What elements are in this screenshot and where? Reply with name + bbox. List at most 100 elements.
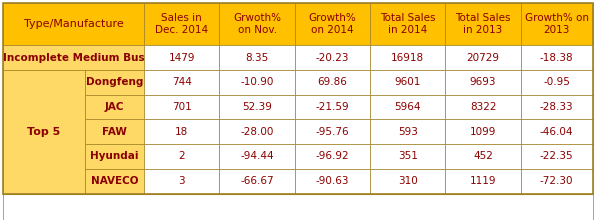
Text: 16918: 16918 — [391, 53, 424, 62]
Bar — [3, 70, 84, 194]
Bar — [3, 3, 593, 194]
Bar — [295, 70, 370, 95]
Text: Sales in
Dec. 2014: Sales in Dec. 2014 — [155, 13, 208, 35]
Text: 744: 744 — [172, 77, 192, 87]
Bar — [144, 144, 219, 169]
Text: -46.04: -46.04 — [540, 127, 573, 137]
Bar — [219, 70, 295, 95]
Text: 1119: 1119 — [470, 176, 496, 186]
Text: 9693: 9693 — [470, 77, 496, 87]
Bar — [295, 119, 370, 144]
Bar — [521, 45, 593, 70]
Text: -20.23: -20.23 — [315, 53, 349, 62]
Bar — [446, 70, 521, 95]
Text: -10.90: -10.90 — [241, 77, 274, 87]
Text: -28.00: -28.00 — [241, 127, 274, 137]
Text: FAW: FAW — [102, 127, 127, 137]
Bar — [521, 169, 593, 194]
Bar — [144, 169, 219, 194]
Bar — [370, 119, 446, 144]
Bar — [295, 144, 370, 169]
Text: 701: 701 — [172, 102, 192, 112]
Text: Top 5: Top 5 — [27, 127, 61, 137]
Bar — [446, 119, 521, 144]
Bar — [521, 119, 593, 144]
Bar — [3, 45, 144, 70]
Bar — [446, 95, 521, 119]
Bar — [446, 3, 521, 45]
Text: Growth%
on 2014: Growth% on 2014 — [308, 13, 356, 35]
Text: 8.35: 8.35 — [245, 53, 268, 62]
Bar — [446, 144, 521, 169]
Text: Total Sales
in 2014: Total Sales in 2014 — [380, 13, 435, 35]
Text: 310: 310 — [398, 176, 418, 186]
Bar — [521, 70, 593, 95]
Text: Incomplete Medium Bus: Incomplete Medium Bus — [3, 53, 144, 62]
Bar — [521, 144, 593, 169]
Text: 351: 351 — [398, 152, 418, 161]
Bar — [370, 3, 446, 45]
Bar — [144, 70, 219, 95]
Bar — [219, 3, 295, 45]
Bar — [84, 169, 144, 194]
Text: 1099: 1099 — [470, 127, 496, 137]
Bar — [521, 3, 593, 45]
Text: Type/Manufacture: Type/Manufacture — [24, 19, 124, 29]
Bar — [84, 70, 144, 95]
Text: -96.92: -96.92 — [315, 152, 349, 161]
Text: 452: 452 — [473, 152, 493, 161]
Text: NAVECO: NAVECO — [91, 176, 138, 186]
Text: 593: 593 — [398, 127, 418, 137]
Text: 69.86: 69.86 — [317, 77, 347, 87]
Text: JAC: JAC — [105, 102, 124, 112]
Text: -66.67: -66.67 — [241, 176, 274, 186]
Bar — [144, 119, 219, 144]
Text: -21.59: -21.59 — [315, 102, 349, 112]
Text: -90.63: -90.63 — [315, 176, 349, 186]
Bar — [370, 95, 446, 119]
Text: 52.39: 52.39 — [242, 102, 272, 112]
Bar — [370, 169, 446, 194]
Bar — [370, 70, 446, 95]
Bar — [446, 169, 521, 194]
Bar — [84, 119, 144, 144]
Text: -28.33: -28.33 — [540, 102, 574, 112]
Bar — [144, 95, 219, 119]
Text: Hyundai: Hyundai — [90, 152, 138, 161]
Bar — [219, 95, 295, 119]
Text: -94.44: -94.44 — [241, 152, 274, 161]
Text: Growth% on
2013: Growth% on 2013 — [525, 13, 589, 35]
Bar — [295, 3, 370, 45]
Text: -22.35: -22.35 — [540, 152, 574, 161]
Bar — [370, 144, 446, 169]
Text: -18.38: -18.38 — [540, 53, 574, 62]
Text: -72.30: -72.30 — [540, 176, 573, 186]
Bar — [370, 45, 446, 70]
Bar — [295, 169, 370, 194]
Bar — [144, 45, 219, 70]
Text: 1479: 1479 — [169, 53, 195, 62]
Bar — [219, 45, 295, 70]
Bar — [84, 144, 144, 169]
Bar — [521, 95, 593, 119]
Bar — [295, 95, 370, 119]
Text: Total Sales
in 2013: Total Sales in 2013 — [455, 13, 511, 35]
Bar — [219, 169, 295, 194]
Bar — [144, 3, 219, 45]
Text: 5964: 5964 — [394, 102, 421, 112]
Text: -95.76: -95.76 — [315, 127, 349, 137]
Bar — [3, 3, 144, 45]
Text: Dongfeng: Dongfeng — [86, 77, 143, 87]
Text: 20729: 20729 — [466, 53, 500, 62]
Bar — [446, 45, 521, 70]
Text: 8322: 8322 — [470, 102, 496, 112]
Bar — [3, 194, 593, 220]
Text: -0.95: -0.95 — [544, 77, 570, 87]
Bar — [219, 119, 295, 144]
Text: 9601: 9601 — [394, 77, 421, 87]
Bar — [84, 95, 144, 119]
Bar — [219, 144, 295, 169]
Text: 18: 18 — [175, 127, 188, 137]
Text: 2: 2 — [178, 152, 185, 161]
Text: 3: 3 — [178, 176, 185, 186]
